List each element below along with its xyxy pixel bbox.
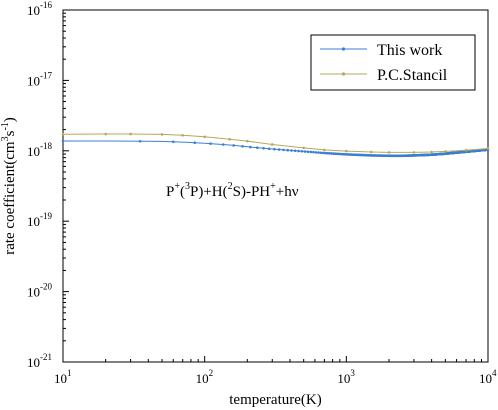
series-point [193,141,197,145]
series-point [387,151,391,154]
series-point [160,133,164,136]
series-point [430,150,433,154]
series-point [306,150,310,154]
series-point [328,152,331,155]
series-layer [61,132,490,158]
series-point [209,142,212,145]
series-point [273,147,276,151]
series-point [282,148,285,152]
series-this-work [61,139,490,158]
x-tick-label: 102 [196,368,214,386]
y-tick-label: 10-16 [27,0,52,18]
series-point [314,151,318,154]
series-point [303,150,307,153]
x-tick-label: 103 [337,368,355,386]
reaction-annotation: P+(3P)+H(2S)-PH++hν [166,181,299,200]
y-tick-label: 10-19 [27,211,52,229]
series-point [203,135,206,139]
reaction-label: P+(3P)+H(2S)-PH++hν [166,181,299,200]
axis-titles: temperature(K) rate coefficient(cm3s-1) [0,117,322,408]
legend-swatch-marker [341,47,346,51]
series-point [138,139,142,143]
series-point [345,149,348,153]
series-point [330,152,333,155]
series-point [293,149,297,153]
series-point [256,146,259,149]
y-tick-label: 10-20 [27,282,52,300]
legend-label: P.C.Stancil [377,67,448,84]
series-point [172,140,175,144]
series-point [181,134,185,137]
x-tick-label: 101 [54,368,72,386]
series-point [286,148,290,152]
x-tick-label: 104 [479,368,497,386]
y-tick-label: 10-17 [27,70,52,88]
y-tick-label: 10-18 [27,141,52,159]
series-point [300,149,304,153]
x-axis-title: temperature(K) [229,392,321,408]
series-point [61,132,65,136]
series-point [412,151,416,154]
series-point [332,152,335,155]
series-point [302,146,305,150]
series-point [246,139,249,143]
series-point [321,151,325,155]
series-point [262,146,265,150]
y-axis-title: rate coefficient(cm3s-1) [0,117,18,255]
series-point [228,137,231,141]
y-tick-label: 10-21 [27,352,52,370]
series-point [317,151,320,154]
series-point [309,150,313,154]
legend-box [310,34,476,91]
series-point [290,149,293,152]
series-point [232,144,235,147]
series-point [369,150,373,154]
series-point [221,143,225,146]
series-point [319,151,323,155]
series-point [312,150,315,154]
legend-swatch-marker [341,72,346,76]
legend-label: This work [377,42,442,59]
plot-frame [62,9,489,363]
axis-ticks: 101 102 103 104 10-21 10-20 10-19 10-18 10-17 10-… [27,0,497,386]
series-point [241,145,244,148]
series-point [297,149,300,153]
series-point [61,139,65,143]
series-point [326,151,329,155]
series-point [270,143,274,146]
series-point [464,148,468,152]
series-point [323,148,326,152]
series-point [249,145,252,149]
series-point [486,147,490,150]
series-point [267,147,271,151]
series-point [104,132,107,136]
series-line [63,140,489,157]
series-point [444,150,447,153]
series-point [277,148,281,151]
legend: This work P.C.Stancil [310,34,476,91]
series-stancil [61,132,490,154]
series-point [129,132,132,136]
series-point [324,151,327,155]
